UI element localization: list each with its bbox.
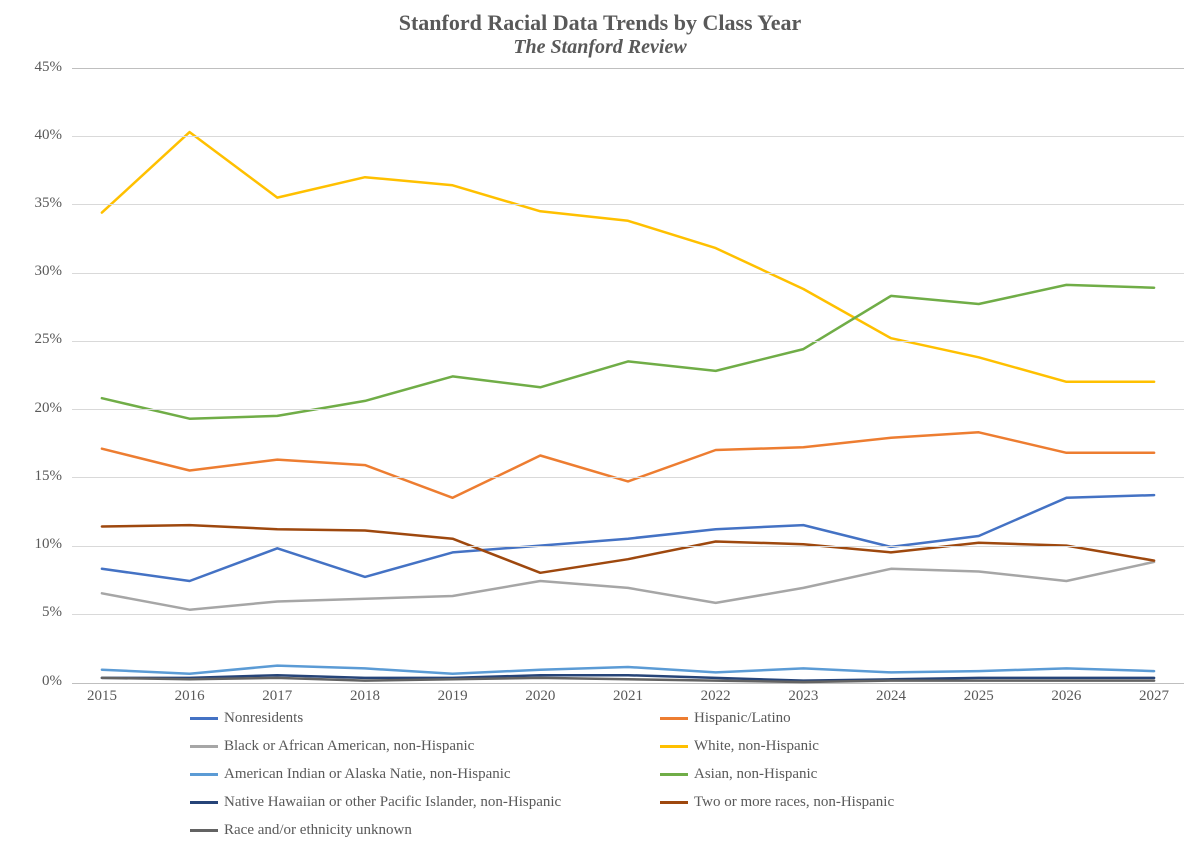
series-line [102,432,1154,498]
y-axis-tick-label: 30% [0,263,62,280]
x-axis-tick-label: 2020 [525,688,555,705]
chart-legend: Nonresidents Hispanic/Latino Black or Afri… [190,710,1110,839]
legend-label: Race and/or ethnicity unknown [224,822,412,839]
y-axis-tick-label: 5% [0,604,62,621]
legend-item: American Indian or Alaska Natie, non-His… [190,766,640,783]
legend-label: American Indian or Alaska Natie, non-His… [224,766,511,783]
legend-item: Black or African American, non-Hispanic [190,738,640,755]
legend-swatch [190,745,218,748]
gridline [72,341,1184,342]
x-axis-tick-label: 2024 [876,688,906,705]
gridline [72,136,1184,137]
legend-item: Nonresidents [190,710,640,727]
legend-label: Nonresidents [224,710,303,727]
series-line [102,495,1154,581]
x-axis-tick-label: 2019 [438,688,468,705]
x-axis-tick-label: 2016 [175,688,205,705]
y-axis-tick-label: 15% [0,468,62,485]
legend-label: Two or more races, non-Hispanic [694,794,894,811]
y-axis-tick-label: 40% [0,127,62,144]
x-axis-tick-label: 2027 [1139,688,1169,705]
x-axis-tick-label: 2023 [788,688,818,705]
legend-item: Race and/or ethnicity unknown [190,822,640,839]
legend-swatch [660,717,688,720]
legend-item: Two or more races, non-Hispanic [660,794,1110,811]
gridline [72,204,1184,205]
series-line [102,666,1154,674]
legend-label: Asian, non-Hispanic [694,766,817,783]
legend-item: White, non-Hispanic [660,738,1110,755]
series-line [102,132,1154,382]
legend-item: Asian, non-Hispanic [660,766,1110,783]
legend-label: Black or African American, non-Hispanic [224,738,474,755]
series-line [102,525,1154,573]
gridline [72,614,1184,615]
x-axis-tick-label: 2017 [262,688,292,705]
x-axis-tick-label: 2018 [350,688,380,705]
legend-swatch [190,801,218,804]
y-axis-tick-label: 45% [0,59,62,76]
legend-item: Hispanic/Latino [660,710,1110,727]
x-axis-tick-label: 2025 [964,688,994,705]
gridline [72,546,1184,547]
gridline [72,477,1184,478]
gridline [72,273,1184,274]
legend-swatch [660,745,688,748]
gridline [72,409,1184,410]
y-axis-tick-label: 20% [0,400,62,417]
legend-item: Native Hawaiian or other Pacific Islande… [190,794,640,811]
legend-swatch [660,801,688,804]
x-axis-tick-label: 2015 [87,688,117,705]
y-axis-tick-label: 25% [0,331,62,348]
legend-swatch [660,773,688,776]
x-axis-tick-label: 2026 [1051,688,1081,705]
legend-label: Native Hawaiian or other Pacific Islande… [224,794,561,811]
legend-swatch [190,717,218,720]
legend-swatch [190,829,218,832]
y-axis-tick-label: 0% [0,673,62,690]
y-axis-tick-label: 10% [0,536,62,553]
legend-label: White, non-Hispanic [694,738,819,755]
x-axis-tick-label: 2021 [613,688,643,705]
series-line [102,562,1154,610]
legend-label: Hispanic/Latino [694,710,791,727]
y-axis-tick-label: 35% [0,195,62,212]
x-axis-tick-label: 2022 [701,688,731,705]
chart-container: Stanford Racial Data Trends by Class Yea… [0,0,1200,843]
legend-swatch [190,773,218,776]
series-line [102,285,1154,419]
